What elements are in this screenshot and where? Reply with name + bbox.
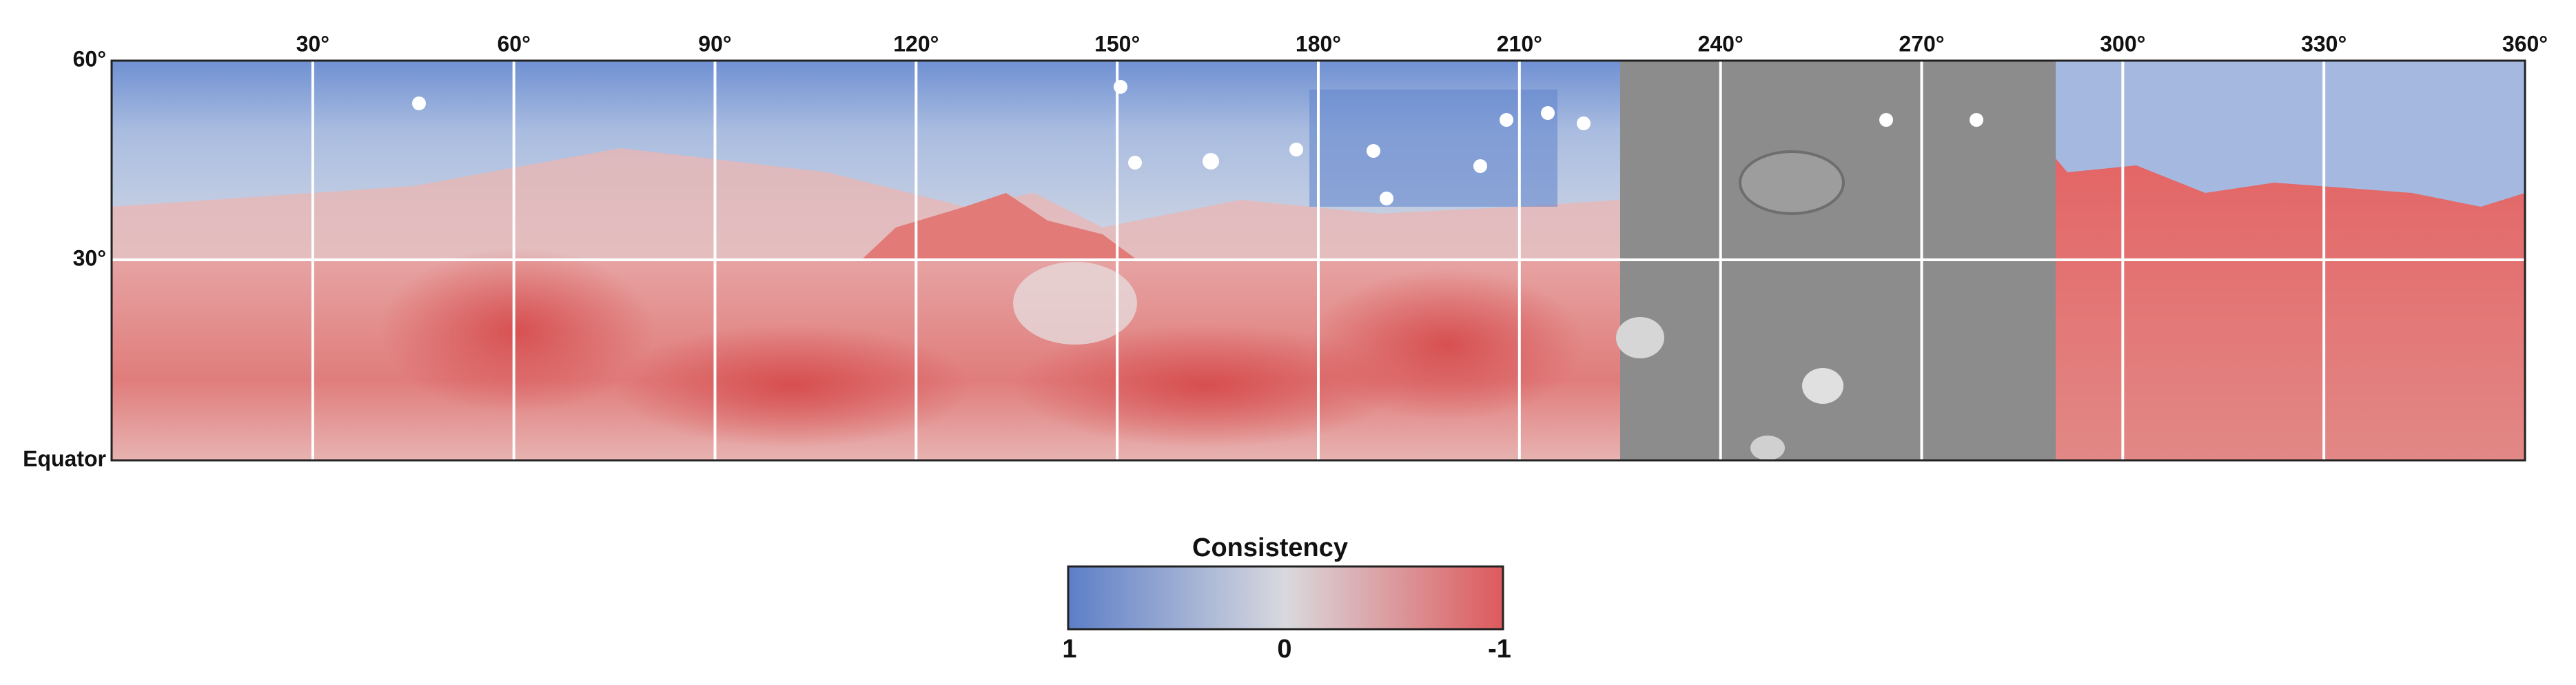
longitude-label: 360°	[2502, 31, 2548, 56]
site	[1970, 113, 1983, 127]
site	[1128, 156, 1142, 170]
colorbar-gradient	[1067, 565, 1504, 631]
site	[1380, 192, 1393, 205]
site	[1203, 153, 1219, 170]
colorbar-label: -1	[1488, 635, 1511, 664]
longitude-label: 240°	[1698, 31, 1744, 56]
latitude-label: 60°	[73, 46, 106, 71]
site	[1500, 113, 1513, 127]
site	[412, 96, 426, 110]
longitude-label: 30°	[296, 31, 329, 56]
site	[1367, 144, 1380, 158]
site	[1289, 143, 1303, 156]
relief-feature	[1739, 150, 1845, 215]
colorbar-title: Consistency	[1192, 533, 1348, 562]
shade	[1013, 324, 1399, 448]
colorbar-label: 0	[1277, 635, 1291, 664]
red-ridge	[861, 193, 1137, 260]
longitude-label: 150°	[1094, 31, 1140, 56]
longitude-label: 330°	[2301, 31, 2347, 56]
longitude-label: 180°	[1296, 31, 1341, 56]
map-frame	[110, 59, 2526, 462]
latitude-label: Equator	[23, 446, 106, 471]
colorbar-label: 1	[1062, 635, 1076, 664]
latitude-label: 30°	[73, 245, 106, 270]
shade	[379, 248, 655, 413]
graticule	[112, 61, 2525, 460]
longitude-label: 210°	[1497, 31, 1542, 56]
shade	[613, 324, 972, 448]
site	[1577, 116, 1591, 130]
relief-feature	[1750, 436, 1785, 460]
east-blue	[2056, 61, 2525, 207]
site	[1879, 113, 1893, 127]
site	[1114, 80, 1127, 94]
map	[110, 59, 2526, 462]
shade	[1309, 269, 1585, 420]
longitude-label: 120°	[893, 31, 939, 56]
colorbar: Consistency	[1067, 533, 1504, 631]
site	[1473, 159, 1487, 173]
light-patch	[1013, 262, 1137, 345]
blue-patch	[1309, 90, 1557, 207]
relief-feature	[1802, 368, 1843, 404]
transition-zone	[112, 148, 1620, 260]
site	[1541, 106, 1555, 120]
longitude-label: 300°	[2100, 31, 2145, 56]
longitude-label: 60°	[497, 31, 530, 56]
longitude-label: 270°	[1899, 31, 1944, 56]
longitude-label: 90°	[698, 31, 731, 56]
relief-feature	[1616, 317, 1664, 358]
